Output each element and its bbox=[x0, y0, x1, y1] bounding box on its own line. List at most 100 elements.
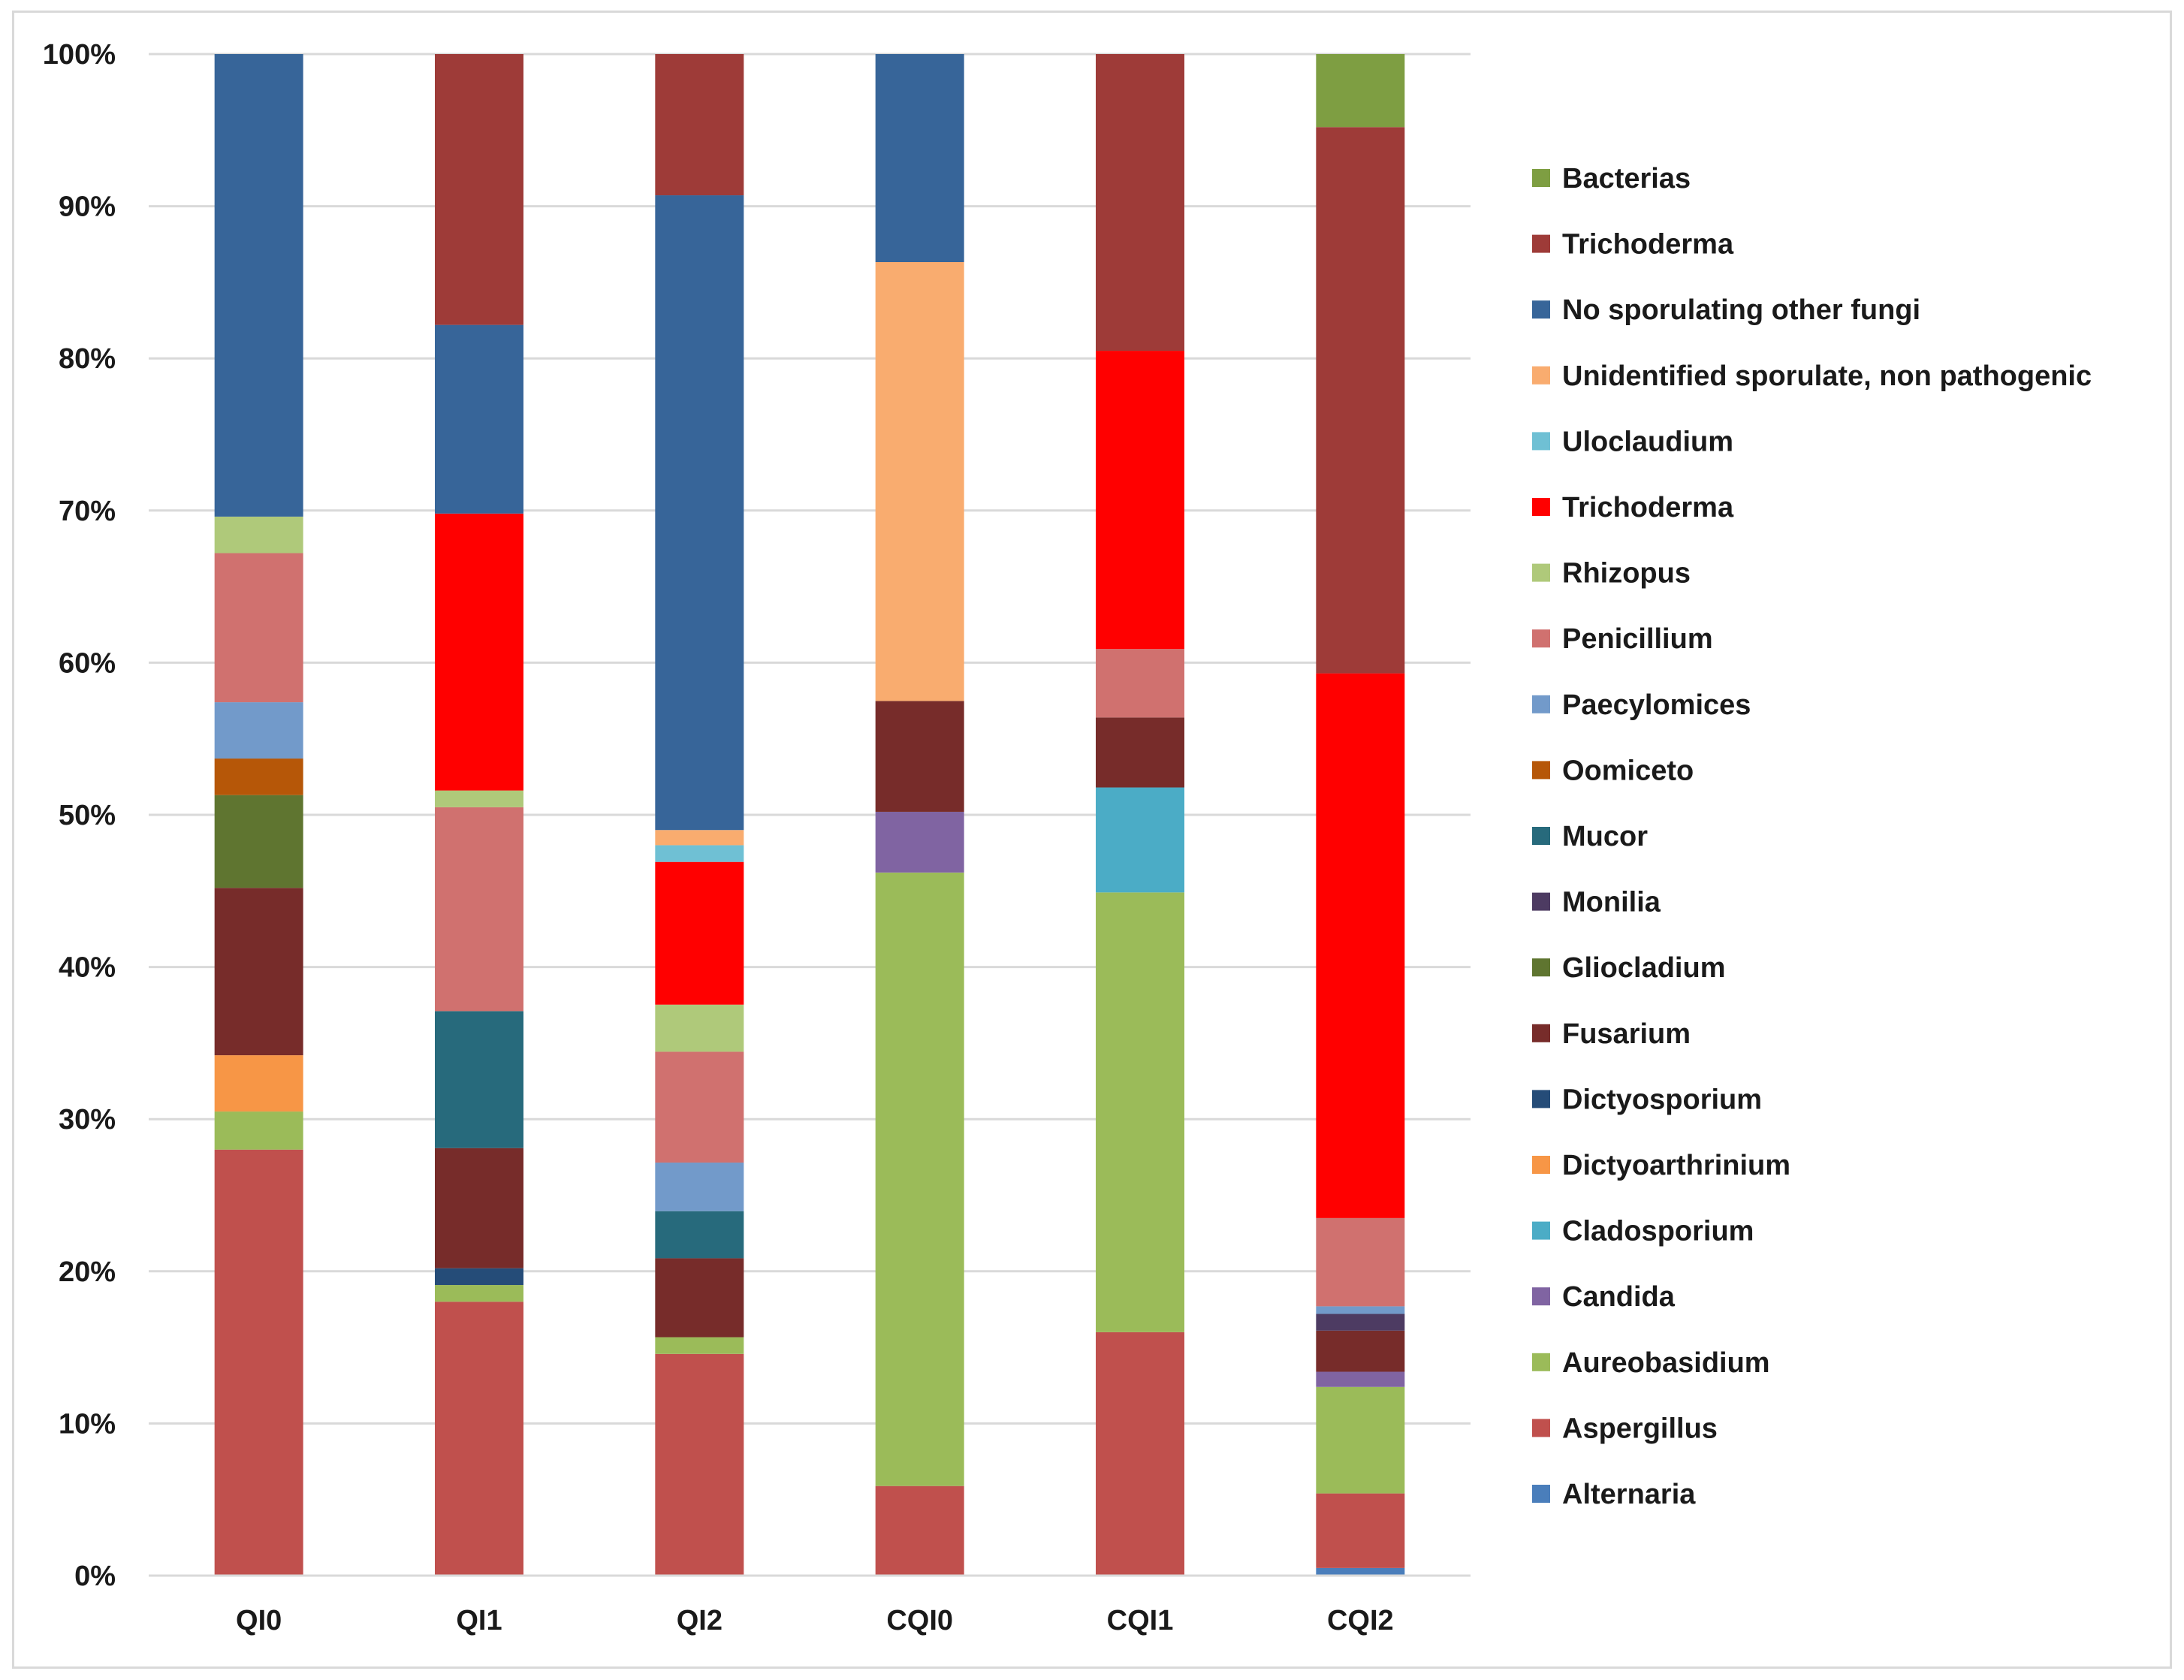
y-tick-label: 50% bbox=[59, 800, 116, 831]
legend-label: Paecylomices bbox=[1562, 689, 1751, 721]
legend-swatch bbox=[1532, 958, 1550, 977]
bar-segment-cqi2-aspergillus bbox=[1316, 1493, 1405, 1568]
bar-segment-cqi0-no-sporulating-other-fungi bbox=[875, 54, 964, 263]
bar-segment-cqi1-cladosporium bbox=[1096, 787, 1184, 893]
legend-label: Uloclaudium bbox=[1562, 426, 1733, 457]
legend-item-aspergillus: Aspergillus bbox=[1532, 1413, 1718, 1444]
bar-segment-qi0-fusarium bbox=[214, 888, 303, 1056]
legend-swatch bbox=[1532, 1221, 1550, 1240]
bar-segment-qi2-fusarium bbox=[655, 1258, 744, 1338]
bar-segment-cqi2-fusarium bbox=[1316, 1330, 1405, 1372]
legend-swatch bbox=[1532, 1287, 1550, 1306]
bar-segment-cqi0-aspergillus bbox=[875, 1485, 964, 1576]
y-tick-label: 30% bbox=[59, 1104, 116, 1136]
legend-swatch bbox=[1532, 761, 1550, 780]
bar-segment-qi2-trichoderma-2 bbox=[655, 54, 744, 196]
x-tick-label: CQI2 bbox=[1327, 1605, 1394, 1636]
y-tick-label: 40% bbox=[59, 952, 116, 984]
legend-swatch bbox=[1532, 234, 1550, 253]
bar-segment-qi0-aureobasidium bbox=[214, 1111, 303, 1150]
bar-segment-cqi2-candida bbox=[1316, 1371, 1405, 1387]
legend-label: Unidentified sporulate, non pathogenic bbox=[1562, 360, 2092, 392]
legend-label: Trichoderma bbox=[1562, 229, 1734, 261]
bar-segment-qi2-paecylomices bbox=[655, 1163, 744, 1211]
bar-segment-qi2-mucor bbox=[655, 1211, 744, 1259]
bar-segment-qi2-aspergillus bbox=[655, 1353, 744, 1576]
legend-item-trichoderma: Trichoderma bbox=[1532, 492, 1734, 523]
y-tick-label: 90% bbox=[59, 192, 116, 223]
bar-segment-qi2-uloclaudium bbox=[655, 845, 744, 862]
bar-segment-cqi2-trichoderma-2 bbox=[1316, 127, 1405, 674]
bar-segment-qi2-penicillium bbox=[655, 1051, 744, 1163]
legend-label: Mucor bbox=[1562, 821, 1648, 852]
legend-label: Alternaria bbox=[1562, 1479, 1696, 1510]
legend-label: Bacterias bbox=[1562, 163, 1691, 195]
legend-item-dictyosporium: Dictyosporium bbox=[1532, 1084, 1762, 1115]
bar-segment-qi0-rhizopus bbox=[214, 516, 303, 553]
bar-segment-cqi2-penicillium bbox=[1316, 1217, 1405, 1307]
legend-label: Trichoderma bbox=[1562, 492, 1734, 523]
bar-segment-qi1-fusarium bbox=[435, 1148, 523, 1268]
bar-segment-cqi0-candida bbox=[875, 811, 964, 873]
bar-segment-cqi2-trichoderma bbox=[1316, 673, 1405, 1218]
bar-segment-qi0-paecylomices bbox=[214, 702, 303, 759]
bar-segment-cqi1-trichoderma bbox=[1096, 351, 1184, 650]
y-tick-label: 60% bbox=[59, 647, 116, 679]
legend-swatch bbox=[1532, 1090, 1550, 1108]
bar-segment-qi1-trichoderma-2 bbox=[435, 54, 523, 325]
legend-swatch bbox=[1532, 695, 1550, 713]
chart-frame bbox=[12, 11, 2172, 1669]
legend-label: Penicillium bbox=[1562, 623, 1713, 655]
legend-item-gliocladium: Gliocladium bbox=[1532, 952, 1725, 984]
bar-segment-qi0-gliocladium bbox=[214, 795, 303, 888]
legend-label: Cladosporium bbox=[1562, 1216, 1754, 1247]
legend-item-oomiceto: Oomiceto bbox=[1532, 755, 1694, 786]
axes: 0% 10% 20% 30% 40% 50% 60% 70% 80% 90% 100% QI0 QI1 Q… bbox=[43, 39, 1471, 1636]
y-tick-label: 20% bbox=[59, 1256, 116, 1288]
legend-item-alternaria: Alternaria bbox=[1532, 1479, 1696, 1510]
bar-segment-cqi2-paecylomices bbox=[1316, 1306, 1405, 1314]
legend-item-penicillium: Penicillium bbox=[1532, 623, 1713, 655]
legend-item-bacterias: Bacterias bbox=[1532, 163, 1691, 195]
legend-swatch bbox=[1532, 892, 1550, 911]
legend-item-paecylomices: Paecylomices bbox=[1532, 689, 1751, 721]
bar-segment-qi1-dictyosporium bbox=[435, 1268, 523, 1286]
gridlines bbox=[149, 53, 1471, 1577]
legend-swatch bbox=[1532, 366, 1550, 385]
legend-item-candida: Candida bbox=[1532, 1281, 1676, 1313]
legend-label: Dictyoarthrinium bbox=[1562, 1150, 1790, 1181]
bar-segment-cqi2-alternaria bbox=[1316, 1567, 1405, 1576]
legend-label: Gliocladium bbox=[1562, 952, 1725, 984]
bar-segment-qi1-trichoderma bbox=[435, 513, 523, 791]
legend-swatch bbox=[1532, 1419, 1550, 1437]
legend-label: Candida bbox=[1562, 1281, 1676, 1313]
legend-label: Rhizopus bbox=[1562, 558, 1691, 590]
bar-segment-qi1-aspergillus bbox=[435, 1301, 523, 1576]
legend-item-cladosporium: Cladosporium bbox=[1532, 1216, 1754, 1247]
bar-segment-cqi1-fusarium bbox=[1096, 717, 1184, 788]
legend-swatch bbox=[1532, 563, 1550, 582]
bar-segment-cqi0-unidentified-sporulate-non-pathogenic bbox=[875, 262, 964, 701]
bar-segment-cqi0-fusarium bbox=[875, 701, 964, 812]
bar-segment-qi0-oomiceto bbox=[214, 759, 303, 795]
bar-segment-cqi2-bacterias bbox=[1316, 54, 1405, 128]
legend-item-no-sporulating-other-fungi: No sporulating other fungi bbox=[1532, 294, 1920, 326]
legend-swatch bbox=[1532, 629, 1550, 648]
bar-segment-qi1-no-sporulating-other-fungi bbox=[435, 324, 523, 514]
bar-segment-qi0-penicillium bbox=[214, 553, 303, 703]
legend-swatch bbox=[1532, 300, 1550, 319]
legend-label: Oomiceto bbox=[1562, 755, 1694, 786]
legend-item-aureobasidium: Aureobasidium bbox=[1532, 1347, 1770, 1379]
legend-item-unidentified-sporulate-non-pathogenic: Unidentified sporulate, non pathogenic bbox=[1532, 360, 2092, 392]
legend-item-rhizopus: Rhizopus bbox=[1532, 558, 1691, 590]
bar-segment-qi2-rhizopus bbox=[655, 1004, 744, 1052]
y-tick-label: 80% bbox=[59, 343, 116, 375]
bar-segment-cqi1-aspergillus bbox=[1096, 1332, 1184, 1576]
legend-label: Fusarium bbox=[1562, 1018, 1691, 1050]
x-tick-label: QI2 bbox=[677, 1605, 722, 1636]
bar-segment-cqi1-penicillium bbox=[1096, 649, 1184, 718]
bar-segment-qi2-trichoderma bbox=[655, 861, 744, 1005]
legend-swatch bbox=[1532, 1485, 1550, 1503]
bar-segment-qi2-unidentified-sporulate-non-pathogenic bbox=[655, 830, 744, 846]
